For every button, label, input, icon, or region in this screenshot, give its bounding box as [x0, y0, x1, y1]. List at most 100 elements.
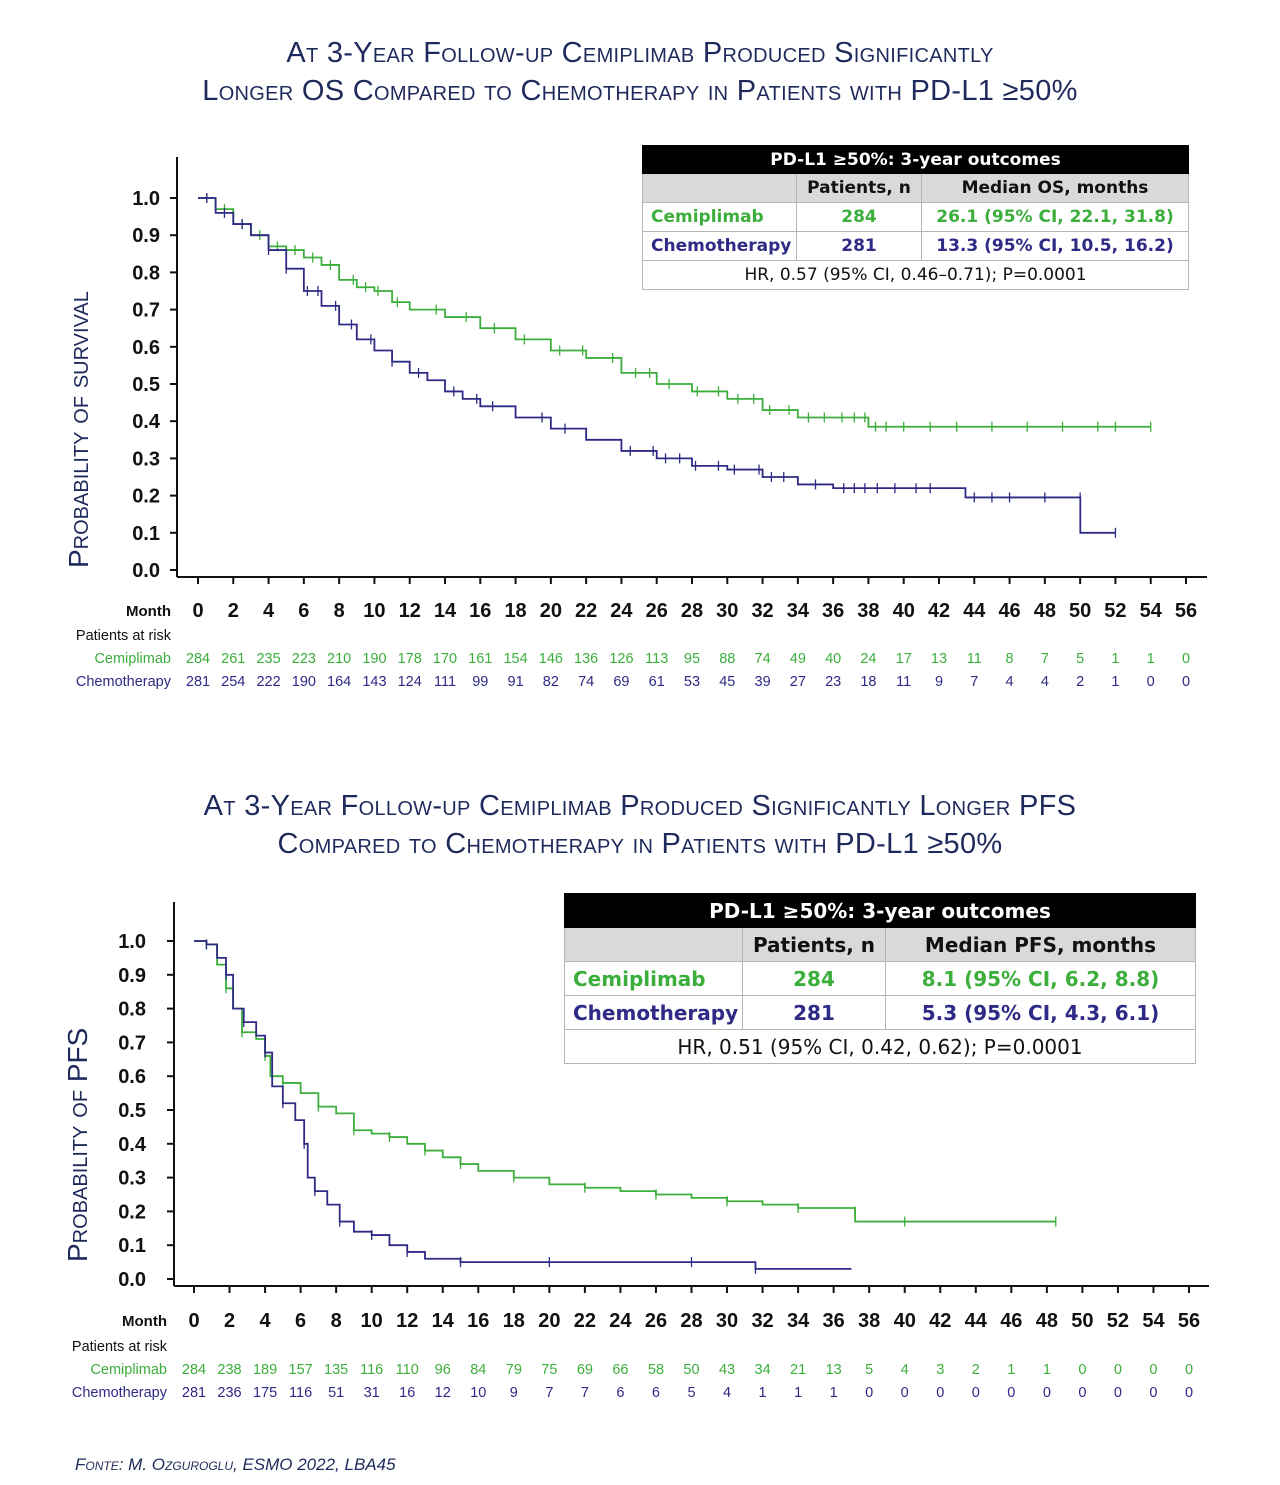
os-table-chemo-name: Chemotherapy: [642, 231, 797, 261]
pfs-risk-count-cemiplimab: 96: [435, 1362, 451, 1378]
pfs-x-tick-label: 32: [751, 1310, 773, 1332]
pfs-risk-count-chemotherapy: 0: [1078, 1385, 1086, 1401]
pfs-table-chemo-n: 281: [742, 995, 886, 1030]
os-table-chemo-n: 281: [796, 231, 922, 261]
pfs-risk-count-cemiplimab: 66: [612, 1362, 628, 1378]
pfs-risk-count-cemiplimab: 58: [648, 1362, 664, 1378]
pfs-y-tick-label: 0.3: [118, 1168, 146, 1190]
os-x-tick-label: 54: [1140, 600, 1163, 622]
pfs-risk-count-chemotherapy: 1: [794, 1385, 802, 1401]
pfs-risk-count-cemiplimab: 0: [1078, 1362, 1086, 1378]
os-risk-count-chemotherapy: 111: [434, 674, 456, 690]
os-y-tick-label: 0.8: [132, 262, 160, 284]
pfs-x-tick-label: 16: [467, 1310, 489, 1332]
os-x-tick-label: 46: [998, 600, 1020, 622]
pfs-x-tick-label: 36: [823, 1310, 845, 1332]
os-title-line2: Longer OS Compared to Chemotherapy in Pa…: [202, 75, 1078, 107]
pfs-risk-count-cemiplimab: 50: [683, 1362, 699, 1378]
os-table-chemo-median: 13.3 (95% CI, 10.5, 16.2): [921, 231, 1189, 261]
pfs-table-chemo-median: 5.3 (95% CI, 4.3, 6.1): [885, 995, 1196, 1030]
os-risk-count-chemotherapy: 4: [1041, 674, 1049, 690]
pfs-risk-count-chemotherapy: 236: [217, 1385, 241, 1401]
pfs-y-tick-label: 0.8: [118, 999, 146, 1021]
os-chart: 0.00.10.20.30.40.50.60.70.80.91.00 2 4 6 8 10…: [76, 157, 1207, 690]
pfs-table-col-median: Median PFS, months: [885, 927, 1196, 962]
pfs-risk-count-chemotherapy: 6: [652, 1385, 660, 1401]
pfs-risk-count-cemiplimab: 238: [217, 1362, 241, 1378]
os-risk-count-cemiplimab: 136: [574, 651, 598, 667]
pfs-risk-count-chemotherapy: 6: [616, 1385, 624, 1401]
pfs-chart: 0.00.10.20.30.40.50.60.70.80.91.00 2 4 6 8 10…: [72, 902, 1209, 1401]
os-y-tick-label: 0.1: [132, 523, 160, 545]
os-x-tick-label: 8: [334, 600, 345, 622]
pfs-x-tick-label: 14: [432, 1310, 455, 1332]
pfs-y-tick-label: 0.9: [118, 965, 146, 987]
os-risk-count-chemotherapy: 0: [1182, 674, 1190, 690]
os-x-tick-label: 6: [298, 600, 309, 622]
pfs-risk-count-cemiplimab: 13: [826, 1362, 842, 1378]
os-risk-count-cemiplimab: 235: [256, 651, 280, 667]
os-risk-count-cemiplimab: 11: [967, 651, 982, 667]
os-risk-count-chemotherapy: 4: [1006, 674, 1014, 690]
pfs-title-line1: At 3-Year Follow-up Cemiplimab Produced …: [203, 790, 1077, 822]
pfs-x-tick-label: 20: [538, 1310, 560, 1332]
os-risk-count-cemiplimab: 170: [433, 651, 457, 667]
pfs-x-tick-label: 30: [716, 1310, 738, 1332]
os-risk-count-chemotherapy: 124: [398, 674, 422, 690]
os-y-tick-label: 0.3: [132, 448, 160, 470]
pfs-risk-count-chemotherapy: 16: [399, 1385, 415, 1401]
os-y-tick-label: 1.0: [132, 188, 160, 210]
pfs-x-tick-label: 2: [224, 1310, 235, 1332]
os-risk-count-cemiplimab: 88: [719, 651, 735, 667]
pfs-x-tick-label: 0: [188, 1310, 199, 1332]
pfs-risk-count-chemotherapy: 0: [1185, 1385, 1193, 1401]
pfs-x-tick-label: 40: [894, 1310, 916, 1332]
os-risk-count-chemotherapy: 27: [790, 674, 806, 690]
pfs-y-tick-label: 0.7: [118, 1032, 146, 1054]
os-table-header: PD-L1 ≥50%: 3-year outcomes: [642, 145, 1189, 174]
pfs-risk-count-chemotherapy: 7: [545, 1385, 553, 1401]
pfs-risk-count-cemiplimab: 0: [1149, 1362, 1157, 1378]
os-y-tick-label: 0.0: [132, 560, 160, 582]
os-risk-count-chemotherapy: 45: [719, 674, 735, 690]
pfs-risk-count-cemiplimab: 69: [577, 1362, 593, 1378]
pfs-risk-count-cemiplimab: 157: [289, 1362, 313, 1378]
pfs-risk-label-chemotherapy: Chemotherapy: [72, 1385, 168, 1401]
pfs-x-tick-label: 46: [1000, 1310, 1022, 1332]
os-title-line1: At 3-Year Follow-up Cemiplimab Produced …: [286, 37, 994, 69]
pfs-risk-count-chemotherapy: 5: [687, 1385, 695, 1401]
pfs-risk-count-chemotherapy: 175: [253, 1385, 277, 1401]
pfs-x-tick-label: 4: [260, 1310, 272, 1332]
os-table-cemiplimab-median: 26.1 (95% CI, 22.1, 31.8): [921, 202, 1189, 232]
os-risk-count-cemiplimab: 7: [1041, 651, 1049, 667]
os-x-tick-label: 2: [228, 600, 239, 622]
os-x-tick-label: 12: [399, 600, 421, 622]
pfs-risk-label-cemiplimab: Cemiplimab: [90, 1362, 167, 1378]
pfs-risk-count-chemotherapy: 1: [759, 1385, 767, 1401]
os-risk-label-chemotherapy: Chemotherapy: [76, 674, 172, 690]
os-risk-count-cemiplimab: 113: [645, 651, 668, 667]
os-table-cemiplimab-name: Cemiplimab: [642, 202, 797, 232]
pfs-risk-count-chemotherapy: 0: [972, 1385, 980, 1401]
pfs-table-chemo-name: Chemotherapy: [564, 995, 743, 1030]
os-risk-count-cemiplimab: 261: [221, 651, 245, 667]
pfs-x-tick-label: 44: [965, 1310, 988, 1332]
pfs-table-cemiplimab-name: Cemiplimab: [564, 961, 743, 996]
pfs-risk-count-cemiplimab: 43: [719, 1362, 735, 1378]
pfs-y-tick-label: 0.1: [118, 1235, 146, 1257]
os-risk-count-chemotherapy: 18: [860, 674, 876, 690]
os-y-tick-label: 0.4: [132, 411, 161, 433]
pfs-risk-count-cemiplimab: 4: [901, 1362, 909, 1378]
pfs-x-tick-label: 50: [1071, 1310, 1093, 1332]
os-x-tick-label: 26: [646, 600, 668, 622]
os-risk-title: Patients at risk: [76, 628, 172, 644]
os-risk-count-cemiplimab: 8: [1006, 651, 1014, 667]
os-risk-count-cemiplimab: 74: [755, 651, 771, 667]
pfs-risk-count-cemiplimab: 110: [396, 1362, 419, 1378]
source-citation: Fonte: M. Ozguroglu, ESMO 2022, LBA45: [75, 1455, 396, 1474]
pfs-x-tick-label: 48: [1036, 1310, 1058, 1332]
pfs-risk-count-cemiplimab: 0: [1185, 1362, 1193, 1378]
pfs-x-tick-label: 12: [396, 1310, 418, 1332]
os-x-tick-label: 16: [469, 600, 491, 622]
